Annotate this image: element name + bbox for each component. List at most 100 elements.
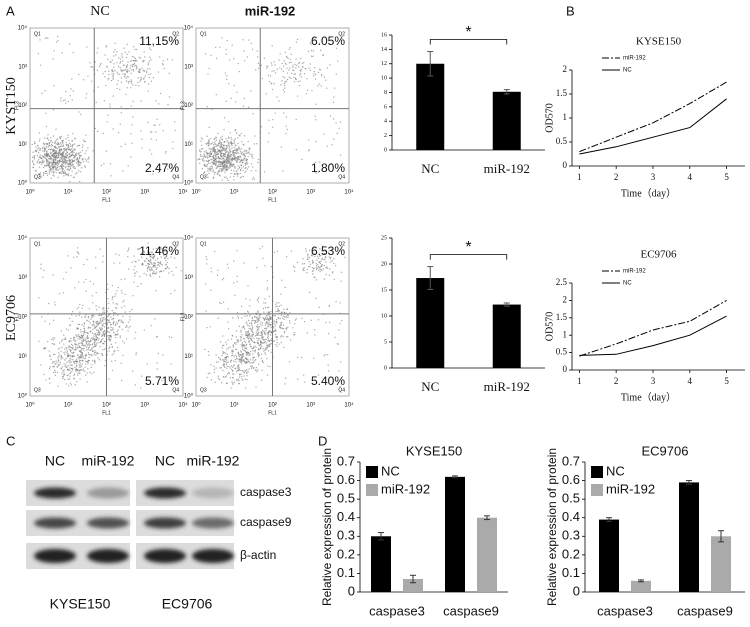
event-dot — [115, 253, 117, 255]
percent-label: 6.53% — [311, 244, 345, 258]
event-dot — [87, 340, 89, 342]
event-dot — [283, 328, 285, 330]
event-dot — [52, 161, 54, 163]
event-dot — [78, 346, 80, 348]
event-dot — [85, 341, 87, 343]
event-dot — [127, 330, 129, 332]
event-dot — [58, 365, 60, 367]
event-dot — [246, 375, 248, 377]
event-dot — [75, 343, 77, 346]
event-dot — [118, 319, 120, 321]
event-dot — [214, 138, 216, 140]
event-dot — [126, 338, 128, 340]
event-dot — [222, 168, 224, 170]
event-dot — [130, 133, 132, 135]
event-dot — [75, 154, 77, 156]
event-dot — [152, 257, 154, 259]
event-dot — [241, 378, 243, 380]
event-dot — [79, 180, 81, 183]
event-dot — [92, 150, 94, 152]
event-dot — [82, 348, 84, 350]
event-dot — [150, 49, 152, 51]
event-dot — [232, 370, 234, 372]
event-dot — [151, 267, 153, 269]
event-dot — [236, 149, 238, 151]
event-dot — [45, 379, 47, 381]
event-dot — [65, 338, 67, 341]
event-dot — [252, 350, 254, 352]
event-dot — [81, 335, 84, 337]
event-dot — [78, 342, 80, 345]
event-dot — [69, 324, 71, 326]
event-dot — [232, 150, 234, 152]
event-dot — [207, 168, 209, 170]
event-dot — [229, 149, 231, 151]
event-dot — [134, 337, 136, 339]
event-dot — [266, 327, 268, 330]
event-dot — [239, 353, 241, 356]
event-dot — [36, 149, 38, 151]
event-dot — [239, 135, 241, 137]
chart-title: KYSE150 — [636, 36, 682, 48]
event-dot — [168, 272, 170, 274]
event-dot — [221, 135, 223, 137]
event-dot — [115, 303, 117, 305]
event-dot — [233, 141, 235, 143]
event-dot — [233, 364, 235, 366]
event-dot — [54, 146, 56, 148]
event-dot — [338, 329, 340, 331]
event-dot — [38, 173, 40, 175]
event-dot — [96, 309, 98, 311]
event-dot — [218, 174, 221, 176]
event-dot — [58, 166, 60, 168]
event-dot — [254, 349, 256, 351]
event-dot — [116, 346, 119, 349]
event-dot — [46, 162, 48, 164]
event-dot — [102, 354, 104, 357]
x-tick-label: 2 — [614, 172, 619, 182]
event-dot — [267, 317, 269, 319]
event-dot — [221, 146, 223, 148]
event-dot — [119, 326, 121, 328]
significance-bracket — [429, 254, 508, 260]
event-dot — [103, 100, 105, 102]
event-dot — [47, 146, 49, 148]
event-dot — [52, 162, 54, 164]
event-dot — [171, 59, 173, 61]
event-dot — [243, 327, 245, 329]
event-dot — [164, 382, 166, 384]
event-dot — [319, 248, 321, 250]
event-dot — [137, 285, 139, 287]
event-dot — [289, 320, 291, 322]
event-dot — [87, 348, 89, 350]
event-dot — [72, 51, 74, 54]
event-dot — [43, 269, 45, 271]
event-dot — [84, 329, 86, 332]
event-dot — [223, 176, 225, 178]
event-dot — [331, 272, 334, 274]
event-dot — [242, 353, 244, 355]
event-dot — [57, 160, 59, 162]
event-dot — [204, 348, 206, 350]
event-dot — [339, 323, 341, 325]
event-dot — [273, 61, 275, 63]
event-dot — [257, 62, 259, 65]
percent-label: 11.46% — [139, 244, 179, 258]
event-dot — [333, 118, 335, 120]
event-dot — [108, 321, 110, 324]
event-dot — [311, 90, 313, 92]
event-dot — [103, 348, 106, 350]
event-dot — [226, 160, 228, 162]
event-dot — [132, 370, 134, 372]
event-dot — [153, 270, 155, 272]
event-dot — [43, 347, 45, 350]
event-dot — [238, 364, 240, 366]
y-tick-label: 0 — [384, 147, 387, 153]
event-dot — [62, 145, 64, 147]
event-dot — [312, 247, 314, 250]
event-dot — [224, 156, 227, 158]
event-dot — [279, 326, 281, 328]
event-dot — [77, 372, 79, 374]
event-dot — [217, 153, 219, 155]
